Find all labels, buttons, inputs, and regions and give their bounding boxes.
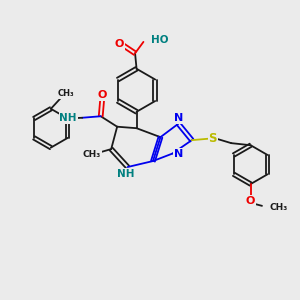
Text: O: O xyxy=(246,196,255,206)
Text: O: O xyxy=(114,39,124,49)
Text: O: O xyxy=(98,90,107,100)
Text: CH₃: CH₃ xyxy=(269,203,287,212)
Text: N: N xyxy=(174,113,183,123)
Text: S: S xyxy=(208,132,217,145)
Text: CH₃: CH₃ xyxy=(82,150,101,159)
Text: NH: NH xyxy=(59,113,77,123)
Text: CH₃: CH₃ xyxy=(58,89,75,98)
Text: N: N xyxy=(174,148,183,159)
Text: NH: NH xyxy=(117,169,135,178)
Text: HO: HO xyxy=(151,34,168,44)
